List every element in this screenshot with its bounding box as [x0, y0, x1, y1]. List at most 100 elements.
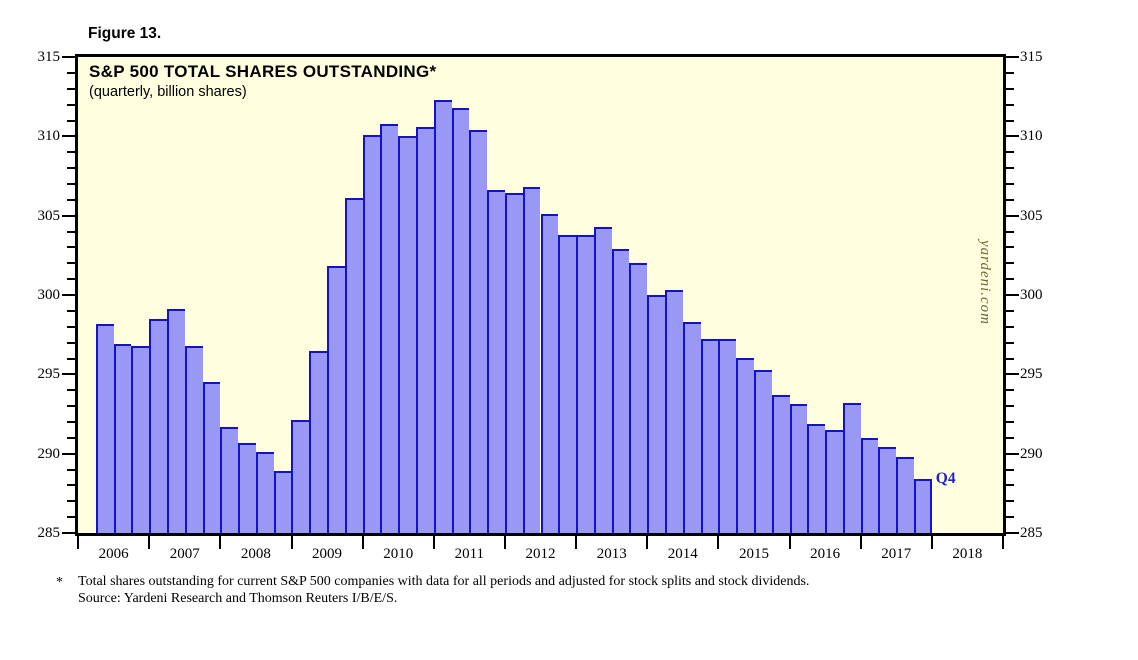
y-minor-tick-left	[67, 516, 75, 519]
y-axis-tick-label-left: 305	[37, 207, 61, 224]
y-minor-tick-left	[67, 87, 75, 90]
y-minor-tick-left	[67, 405, 75, 408]
y-axis-tick-label-right: 315	[1020, 49, 1043, 65]
watermark: yardeni.com	[977, 240, 993, 326]
x-axis-year-label: 2016	[810, 546, 841, 562]
bar-2013-Q1	[576, 234, 594, 533]
y-major-tick-right	[1006, 294, 1019, 296]
y-minor-tick-right	[1006, 103, 1014, 106]
y-major-tick-right	[1006, 452, 1019, 455]
y-axis-tick-label-right: 310	[1020, 128, 1043, 145]
x-year-tick	[148, 536, 151, 549]
bar-2016-Q1	[789, 404, 808, 533]
bar-2015-Q1	[718, 339, 737, 533]
x-axis-year-label: 2007	[169, 546, 200, 562]
x-axis-year-label: 2011	[454, 546, 485, 562]
y-minor-tick-left	[67, 420, 75, 423]
bar-2012-Q3	[540, 214, 559, 533]
y-minor-tick-right	[1006, 357, 1014, 360]
bar-2014-Q1	[647, 295, 665, 533]
y-minor-tick-left	[67, 230, 75, 233]
bar-2009-Q2	[309, 350, 328, 533]
x-year-tick	[432, 536, 435, 549]
y-minor-tick-left	[67, 309, 75, 312]
x-year-tick	[1002, 536, 1004, 549]
y-axis-tick-label-right: 300	[1020, 287, 1043, 303]
bar-2011-Q2	[451, 107, 470, 533]
y-major-tick-right	[1006, 135, 1019, 138]
y-axis-tick-label-left: 300	[37, 287, 61, 303]
bar-2010-Q1	[362, 134, 381, 533]
bar-2006-Q2	[95, 323, 114, 533]
y-axis-tick-label-left: 315	[37, 49, 61, 65]
x-axis-year-label: 2006	[98, 546, 129, 562]
x-axis-year-label: 2010	[383, 546, 414, 562]
y-minor-tick-left	[67, 389, 75, 392]
y-minor-tick-right	[1006, 262, 1014, 265]
x-year-tick	[361, 536, 364, 549]
y-minor-tick-right	[1006, 325, 1014, 328]
bar-2010-Q3	[398, 136, 416, 533]
bar-2010-Q4	[415, 126, 434, 533]
y-major-tick-left	[62, 532, 75, 534]
y-minor-tick-right	[1006, 500, 1014, 503]
figure-label: Figure 13.	[88, 25, 162, 42]
bar-2011-Q3	[469, 130, 488, 533]
y-minor-tick-left	[67, 436, 75, 439]
y-major-tick-left	[62, 56, 75, 58]
y-minor-tick-right	[1006, 71, 1014, 74]
bar-2012-Q4	[558, 234, 577, 533]
y-minor-tick-right	[1006, 119, 1014, 122]
x-year-tick	[219, 536, 222, 549]
footnote-marker: *	[56, 575, 63, 590]
y-major-tick-left	[62, 294, 75, 296]
y-minor-tick-right	[1006, 468, 1014, 471]
y-axis-tick-label-left: 295	[37, 366, 61, 383]
x-axis-year-label: 2008	[240, 546, 271, 562]
bar-2008-Q1	[220, 426, 239, 533]
y-minor-tick-right	[1006, 405, 1014, 408]
bar-2016-Q4	[842, 402, 861, 533]
y-minor-tick-right	[1006, 230, 1014, 233]
y-minor-tick-left	[67, 484, 75, 487]
x-year-tick	[859, 536, 862, 549]
x-year-tick	[290, 536, 293, 549]
chart-title: S&P 500 TOTAL SHARES OUTSTANDING*	[89, 62, 437, 81]
y-major-tick-left	[62, 452, 75, 455]
y-minor-tick-right	[1006, 341, 1014, 344]
y-minor-tick-left	[67, 325, 75, 328]
y-major-tick-left	[62, 135, 75, 138]
y-minor-tick-left	[67, 468, 75, 471]
bar-2007-Q4	[202, 382, 221, 533]
y-axis-tick-label-right: 305	[1020, 207, 1043, 224]
x-axis-year-label: 2012	[525, 546, 556, 562]
bar-2006-Q4	[131, 345, 150, 533]
y-axis-tick-label-left: 285	[37, 525, 61, 541]
footnote: Total shares outstanding for current S&P…	[78, 574, 958, 607]
x-axis-year-label: 2017	[881, 546, 912, 562]
bar-2012-Q1	[504, 193, 523, 533]
plot-area: S&P 500 TOTAL SHARES OUTSTANDING* (quart…	[75, 54, 1006, 536]
y-major-tick-left	[62, 373, 75, 376]
y-minor-tick-left	[67, 151, 75, 154]
footnote-line2: Source: Yardeni Research and Thomson Reu…	[78, 590, 398, 606]
chart-subtitle: (quarterly, billion shares)	[89, 84, 247, 100]
x-year-tick	[503, 536, 506, 549]
bar-2007-Q2	[166, 309, 185, 533]
bar-2017-Q1	[860, 437, 879, 533]
y-axis-tick-label-right: 295	[1020, 366, 1043, 383]
y-minor-tick-right	[1006, 278, 1014, 281]
y-major-tick-right	[1006, 532, 1019, 534]
y-minor-tick-right	[1006, 167, 1014, 170]
bar-2016-Q2	[807, 423, 826, 533]
y-minor-tick-right	[1006, 309, 1014, 312]
y-minor-tick-left	[67, 341, 75, 344]
y-axis-tick-label-left: 290	[37, 445, 61, 462]
y-minor-tick-left	[67, 198, 75, 201]
y-minor-tick-left	[67, 119, 75, 122]
bar-2010-Q2	[380, 123, 399, 533]
y-minor-tick-left	[67, 71, 75, 74]
y-minor-tick-left	[67, 500, 75, 503]
bar-2006-Q3	[113, 344, 132, 533]
